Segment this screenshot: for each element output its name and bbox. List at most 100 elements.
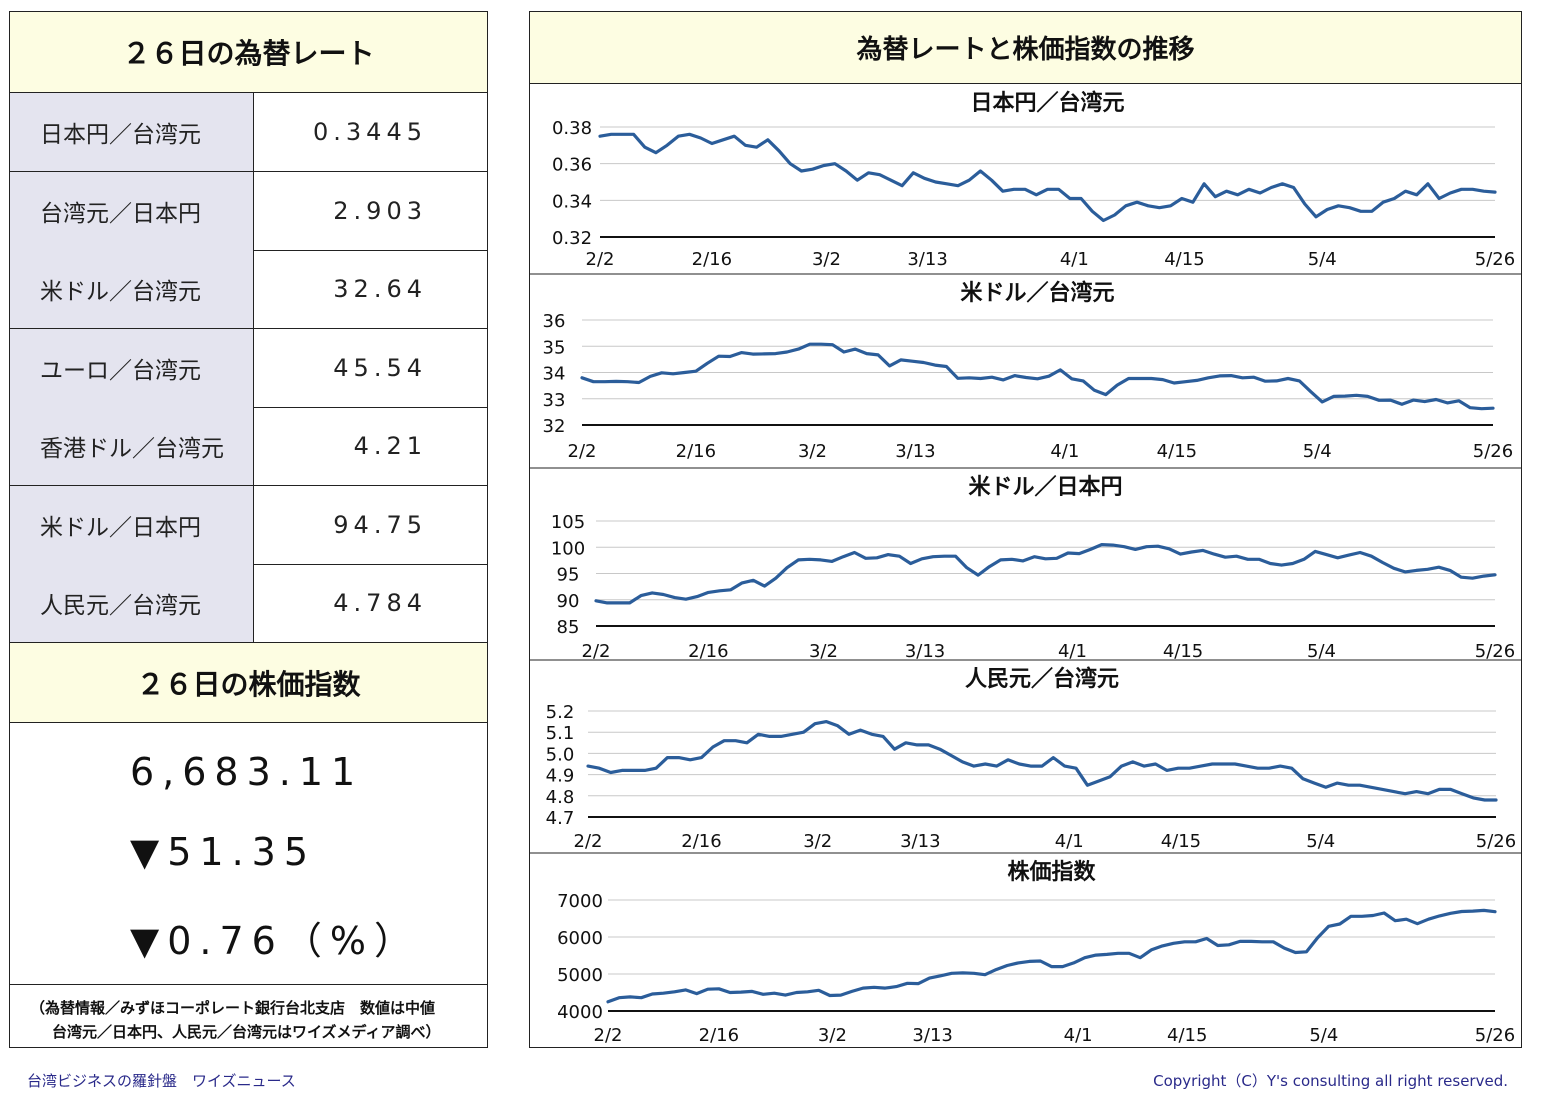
x-tick-label: 4/15: [1157, 441, 1197, 462]
rate-row: 台湾元／日本円 2.903: [10, 172, 487, 251]
series-line: [594, 542, 1497, 605]
rate-value: 4.21: [353, 432, 427, 460]
x-tick-label: 3/2: [812, 249, 841, 270]
y-tick-label: 5.1: [546, 723, 575, 744]
chart-title: 米ドル／日本円: [968, 475, 1122, 500]
source-note: （為替情報／みずほコーポレート銀行台北支店 数値は中値 台湾元／日本円、人民元／…: [10, 984, 487, 1048]
x-tick-label: 4/15: [1161, 831, 1201, 852]
x-tick-label: 5/26: [1476, 831, 1516, 852]
rate-label: 人民元／台湾元: [10, 564, 254, 642]
y-tick-label: 7000: [557, 891, 603, 912]
x-tick-label: 2/16: [699, 1025, 739, 1046]
rate-label: 台湾元／日本円: [10, 172, 254, 250]
rate-label: 香港ドル／台湾元: [10, 407, 254, 485]
y-tick-label: 85: [557, 617, 580, 638]
x-tick-label: 3/13: [912, 1025, 952, 1046]
x-tick-label: 5/4: [1303, 441, 1332, 462]
x-tick-label: 5/4: [1308, 249, 1337, 270]
chart-title: 人民元／台湾元: [965, 666, 1119, 692]
rate-label: 米ドル／日本円: [10, 486, 254, 564]
note-line-2: 台湾元／日本円、人民元／台湾元はワイズメディア調べ）: [52, 1023, 441, 1041]
rate-label: 日本円／台湾元: [10, 93, 254, 171]
y-tick-label: 5.2: [546, 702, 575, 723]
footer-copyright: Copyright（C）Y's consulting all right res…: [1153, 1072, 1508, 1090]
x-tick-label: 2/16: [692, 249, 732, 270]
footer-brand: 台湾ビジネスの羅針盤 ワイズニュース: [27, 1072, 296, 1090]
y-tick-label: 34: [543, 364, 566, 385]
stock-value: 6,683.11: [130, 750, 364, 794]
right-panel: 為替レートと株価指数の推移 日本円／台湾元 0.38 0.36 0.34 0.32 2/2…: [529, 11, 1522, 1048]
x-tick-label: 2/2: [594, 1025, 623, 1046]
rate-value: 4.784: [333, 589, 427, 617]
x-tick-label: 5/26: [1475, 1025, 1515, 1046]
chart-panel: 米ドル／台湾元 36 35 34 33 322/2 2/16 3/2 3/13 4/1 4/15 5/…: [530, 273, 1521, 462]
y-tick-label: 36: [543, 311, 566, 332]
rate-label: 米ドル／台湾元: [10, 250, 254, 328]
x-tick-label: 2/16: [688, 641, 728, 662]
chart-title: 米ドル／台湾元: [960, 280, 1114, 306]
rate-value: 2.903: [333, 197, 427, 225]
rate-row: 日本円／台湾元 0.3445: [10, 93, 487, 172]
y-tick-label: 35: [543, 337, 566, 358]
x-tick-label: 2/2: [574, 831, 603, 852]
x-tick-label: 5/4: [1309, 1025, 1338, 1046]
x-tick-label: 3/2: [803, 831, 832, 852]
y-tick-label: 4000: [557, 1002, 603, 1023]
rate-row: 香港ドル／台湾元 4.21: [10, 407, 487, 486]
x-tick-label: 4/15: [1163, 641, 1203, 662]
y-tick-label: 90: [557, 591, 580, 612]
rate-label: ユーロ／台湾元: [10, 329, 254, 407]
rate-row: ユーロ／台湾元 45.54: [10, 329, 487, 408]
x-tick-label: 3/2: [798, 441, 827, 462]
x-tick-label: 4/15: [1167, 1025, 1207, 1046]
rate-value: 32.64: [333, 275, 427, 303]
series-line: [586, 719, 1498, 802]
y-tick-label: 0.36: [552, 155, 592, 176]
stock-percent: ▼0.76（%）: [130, 919, 420, 963]
rate-value: 94.75: [333, 511, 427, 539]
y-tick-label: 4.8: [546, 787, 575, 808]
rate-value: 45.54: [333, 354, 427, 382]
series-line: [580, 342, 1495, 411]
rate-row: 米ドル／日本円 94.75: [10, 486, 487, 565]
x-tick-label: 5/26: [1475, 249, 1515, 270]
charts-title: 為替レートと株価指数の推移: [530, 12, 1521, 84]
x-tick-label: 4/1: [1060, 249, 1089, 270]
chart-panel: 人民元／台湾元 5.25.15.04.94.84.72/2 2/16 3/2 3/13 4…: [530, 659, 1521, 852]
rate-row: 人民元／台湾元 4.784: [10, 564, 487, 643]
x-tick-label: 5/4: [1307, 641, 1336, 662]
chart-panel: 日本円／台湾元 0.38 0.36 0.34 0.322/2 2/16 3/2 3/13 4/1…: [552, 90, 1515, 270]
y-tick-label: 105: [551, 512, 585, 533]
x-tick-label: 4/15: [1164, 249, 1204, 270]
y-tick-label: 4.7: [546, 808, 575, 829]
rate-row: 米ドル／台湾元 32.64: [10, 250, 487, 329]
x-tick-label: 3/2: [809, 641, 838, 662]
x-tick-label: 5/4: [1306, 831, 1335, 852]
y-tick-label: 0.34: [552, 191, 592, 212]
x-tick-label: 2/2: [586, 249, 615, 270]
y-tick-label: 6000: [557, 928, 603, 949]
fx-title: ２６日の為替レート: [10, 12, 487, 93]
stock-change: ▼51.35: [130, 830, 317, 874]
left-panel: ２６日の為替レート 日本円／台湾元 0.3445 台湾元／日本円 2.903 米…: [9, 11, 488, 1048]
series-line: [598, 132, 1497, 223]
x-tick-label: 3/13: [895, 441, 935, 462]
y-tick-label: 32: [543, 416, 566, 437]
y-tick-label: 0.38: [552, 118, 592, 139]
y-tick-label: 0.32: [552, 228, 592, 249]
y-tick-label: 33: [543, 390, 566, 411]
y-tick-label: 5.0: [546, 744, 575, 765]
x-tick-label: 2/16: [681, 831, 721, 852]
x-tick-label: 3/2: [818, 1025, 847, 1046]
x-tick-label: 5/26: [1473, 441, 1513, 462]
y-tick-label: 5000: [557, 965, 603, 986]
x-tick-label: 4/1: [1055, 831, 1084, 852]
x-tick-label: 4/1: [1050, 441, 1079, 462]
chart-title: 株価指数: [1007, 859, 1096, 885]
x-tick-label: 2/2: [568, 441, 597, 462]
rate-value: 0.3445: [313, 118, 427, 146]
x-tick-label: 3/13: [905, 641, 945, 662]
y-tick-label: 95: [557, 565, 580, 586]
